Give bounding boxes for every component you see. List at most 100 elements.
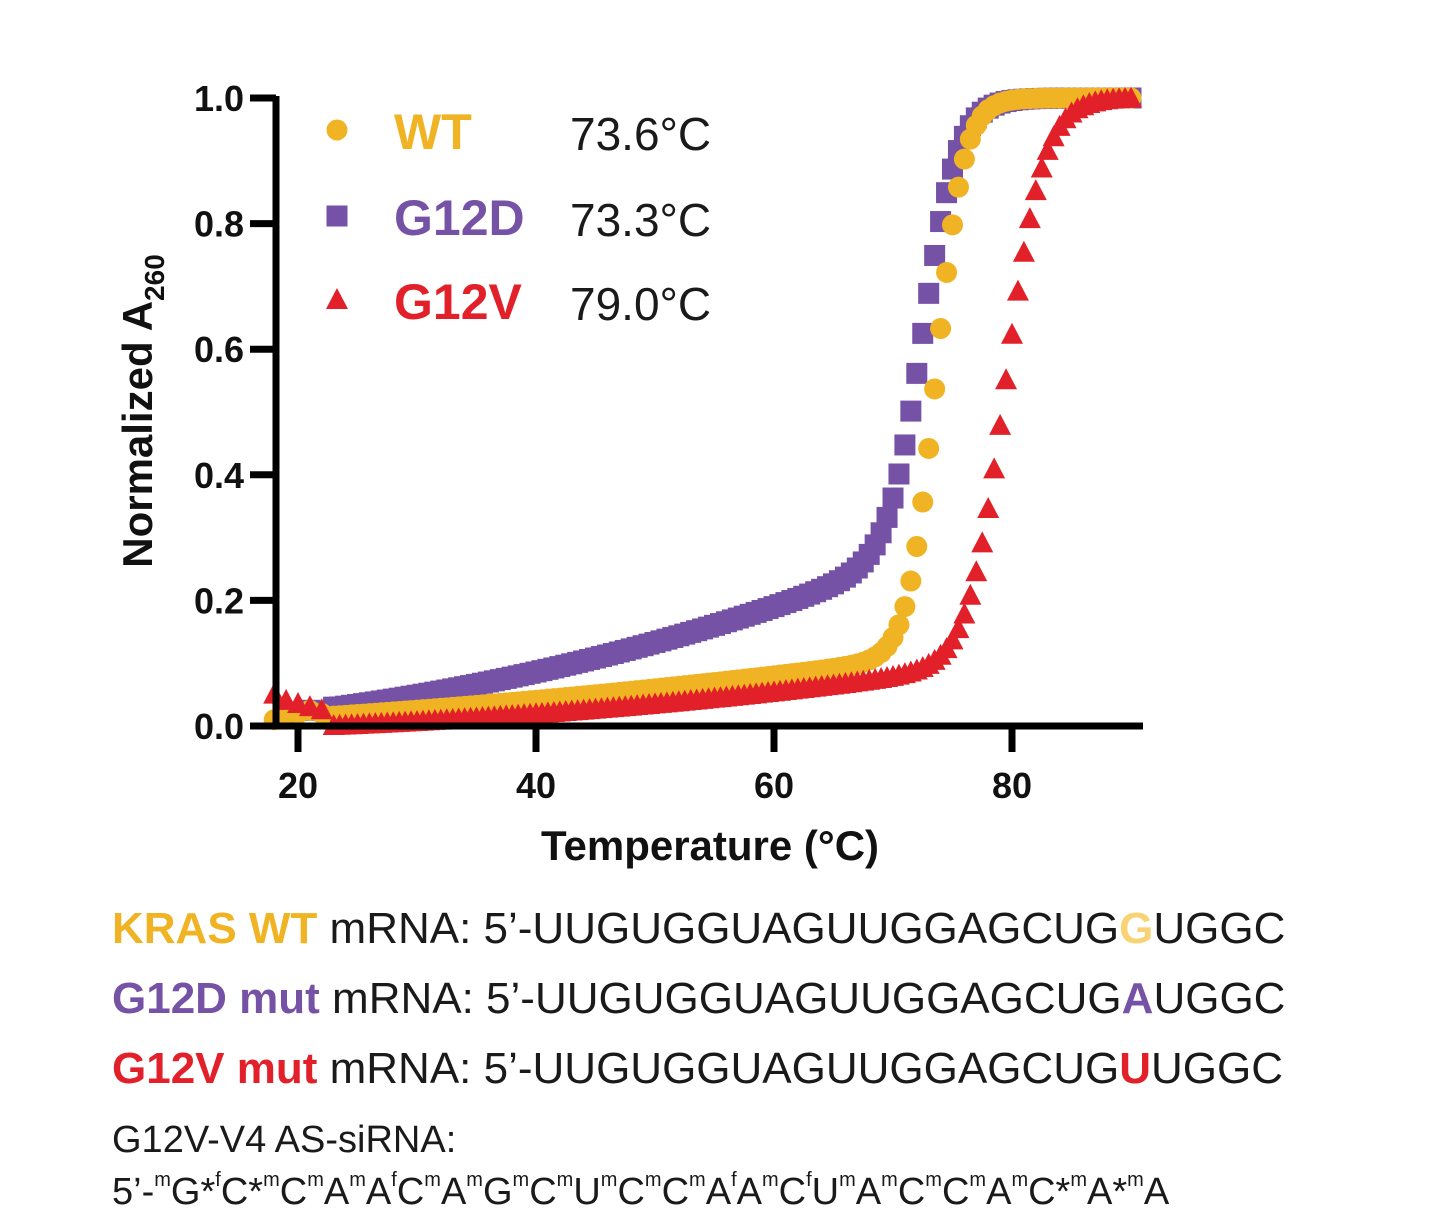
sirna-modification: m [1011,1169,1029,1191]
sirna-base: C [529,1171,557,1213]
sequence-tail-wt: UGGC [1153,904,1286,953]
x-tick-label: 40 [516,765,556,806]
data-point-g12d [888,463,910,485]
sirna-base: A [705,1171,732,1213]
sirna-base: A [365,1171,392,1213]
sirna-modification: m [644,1169,662,1191]
data-point-g12v [1024,179,1047,201]
sequence-panel: KRAS WT mRNA: 5’-UUGUGGUAGUUGGAGCUGGUGGC… [112,894,1285,1104]
data-point-g12v [941,628,964,650]
y-axis-title-sub: 260 [139,254,170,301]
data-point-wt [942,214,963,236]
sirna-base: C [396,1171,425,1213]
sirna-base: A [986,1171,1012,1213]
x-axis-title: Temperature (°C) [541,822,879,869]
data-point-g12d [876,506,898,528]
data-point-g12v [953,602,976,624]
series-g12v [263,86,1142,735]
sirna-base: C [661,1171,690,1213]
data-point-wt [947,176,969,198]
sequence-text-wt: mRNA: 5’-UUGUGGUAGUUGGAGCUG [317,904,1120,953]
data-point-g12v [1012,240,1035,262]
sirna-modification: f [215,1169,221,1191]
melting-curve-chart: 20 40 60 80 0.0 0.2 0.4 0.6 0.8 1.0 Temperature (… [114,78,1143,869]
sirna-panel: G12V-V4 AS-siRNA: 5’-mG*fC*mCmAmAfCmAmGm… [112,1114,1169,1218]
sequence-line-wt: KRAS WT mRNA: 5’-UUGUGGUAGUUGGAGCUGGUGGC [112,894,1285,964]
sirna-title: G12V-V4 AS-siRNA: [112,1119,457,1161]
data-point-g12v [959,583,982,605]
data-point-g12v [1120,86,1142,108]
x-tick-label: 80 [992,765,1032,806]
data-point-wt [930,317,952,339]
y-tick-label: 1.0 [194,78,244,119]
sequence-highlight-g12v: U [1119,1044,1151,1093]
sirna-modification: f [731,1169,737,1191]
y-tick-label: 0.4 [194,455,244,496]
data-point-g12v [1036,138,1059,160]
sirna-base: A* [1087,1171,1128,1213]
sirna-modification: m [689,1169,706,1191]
sequence-line-g12d: G12D mut mRNA: 5’-UUGUGGUAGUUGGAGCUGAUGG… [112,964,1285,1034]
sirna-base: C [617,1171,645,1213]
legend-tm: 73.3°C [570,194,711,246]
sirna-base: C [279,1171,308,1213]
legend-item-wt: WT 73.6°C [326,104,711,160]
legend-name: G12V [394,274,523,330]
data-point-g12d [900,400,922,422]
tick-layer: 20 40 60 80 0.0 0.2 0.4 0.6 0.8 1.0 [194,78,1032,806]
sirna-base: C* [1028,1171,1071,1213]
sequence-tail-g12v: UGGC [1151,1044,1283,1093]
sirna-base: A [323,1171,350,1213]
sirna-base: C [778,1171,807,1213]
series-g12d [275,87,1142,724]
sirna-base: A [1143,1171,1170,1213]
sirna-modification: m [600,1169,618,1191]
sirna-base: U [811,1171,840,1213]
data-point-g12v [995,368,1018,390]
sirna-modification: m [307,1169,324,1191]
legend-name: G12D [394,190,525,246]
sirna-base: C* [220,1171,264,1213]
sirna-modification: m [512,1169,530,1191]
sirna-modification: m [466,1169,483,1191]
data-point-g12d [918,282,940,304]
sirna-prefix: 5’- [112,1171,155,1213]
data-point-wt [906,535,928,557]
sirna-modification: m [969,1169,987,1191]
sirna-base: A [855,1171,882,1213]
series-layer [263,86,1142,735]
sirna-base: G* [170,1171,216,1213]
legend-name: WT [394,104,472,160]
sequence-highlight-wt: G [1119,904,1154,953]
sirna-base: A [736,1171,762,1213]
data-point-wt [936,261,958,283]
data-point-wt [894,596,916,618]
data-point-wt [900,570,922,592]
sirna-modification: m [1070,1169,1088,1191]
sequence-line-g12v: G12V mut mRNA: 5’-UUGUGGUAGUUGGAGCUGUUGG… [112,1034,1285,1104]
sequence-label-g12v: G12V mut [112,1044,318,1093]
legend-marker-wt [326,119,348,141]
legend-marker-g12v [326,288,348,309]
sequence-highlight-g12d: A [1121,974,1154,1023]
data-point-g12v [1018,207,1041,229]
sirna-modification: f [391,1169,397,1191]
legend-tm: 73.6°C [570,108,711,160]
data-point-g12v [983,457,1006,479]
y-tick-label: 0.8 [194,204,244,245]
data-point-g12v [965,560,988,582]
y-axis-title: Normalized A260 [114,254,170,568]
data-point-wt [912,491,934,513]
data-point-g12v [1030,156,1053,178]
sirna-base: A [440,1171,467,1213]
legend-item-g12d: G12D 73.3°C [326,190,711,246]
data-point-g12d [924,244,946,266]
data-point-g12d [906,362,928,384]
sequence-tail-g12d: UGGC [1153,974,1286,1023]
data-point-g12v [1001,322,1023,344]
sirna-sequence: 5’-mG*fC*mCmAmAfCmAmGmCmUmCmCmAfAmCfUmAm… [112,1166,1169,1218]
legend: WT 73.6°C G12D 73.3°C G12V 79.0°C [326,104,711,330]
sirna-modification: m [761,1169,779,1191]
sirna-modification: m [839,1169,856,1191]
y-axis-title-main: Normalized A [114,301,161,568]
